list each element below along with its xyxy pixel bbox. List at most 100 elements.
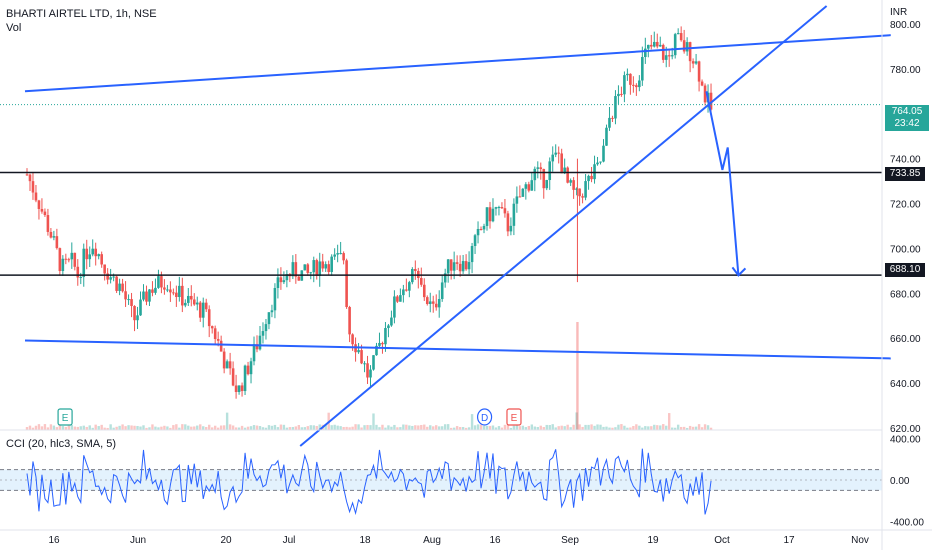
volume-bar — [557, 426, 560, 430]
volume-bar — [656, 425, 659, 430]
candle-body — [246, 365, 250, 375]
volume-bar — [181, 424, 184, 430]
volume-bar — [202, 426, 205, 430]
candle-body — [524, 184, 528, 189]
candle-body — [703, 85, 707, 103]
candle-body — [399, 295, 402, 302]
candle-body — [363, 363, 366, 365]
candle-body — [635, 85, 638, 88]
volume-bar — [193, 426, 196, 430]
volume-bar — [706, 425, 710, 430]
cci-line — [26, 448, 712, 516]
candle-body — [533, 168, 537, 181]
trendline[interactable] — [24, 339, 891, 360]
candle-body — [390, 317, 393, 326]
candle-body — [228, 361, 232, 369]
candle-body — [617, 93, 620, 97]
candle-body — [670, 55, 674, 57]
volume-bar — [679, 426, 683, 430]
price-tick-label: 640.00 — [890, 379, 921, 390]
volume-bar — [121, 424, 124, 430]
candle-body — [336, 253, 339, 255]
volume-bar — [476, 424, 480, 430]
volume-bar — [43, 424, 47, 430]
candle-body — [154, 287, 157, 293]
candle-body — [443, 273, 447, 283]
candle-body — [530, 180, 534, 191]
volume-bar — [694, 426, 698, 430]
candle-body — [545, 180, 549, 189]
volume-bar — [521, 425, 525, 430]
candle-body — [458, 263, 462, 272]
volume-bar — [602, 426, 605, 430]
candle-body — [148, 289, 151, 302]
volume-bar — [703, 424, 707, 430]
trendline[interactable] — [299, 5, 828, 447]
time-tick-label: 16 — [48, 535, 60, 546]
volume-bar — [366, 424, 369, 430]
volume-bar — [411, 425, 414, 430]
volume-bar — [578, 424, 581, 430]
candle-body — [342, 253, 345, 261]
volume-bar — [76, 426, 79, 430]
candle-body — [270, 310, 274, 313]
candle-body — [632, 84, 635, 86]
volume-bar — [67, 424, 71, 430]
candle-body — [452, 262, 456, 271]
volume-bar — [449, 427, 453, 430]
event-marker[interactable] — [506, 408, 522, 426]
volume-bar — [455, 426, 459, 430]
projection-arrowhead — [731, 266, 747, 277]
volume-bar — [205, 427, 208, 430]
candle-body — [593, 164, 596, 180]
candle-body — [124, 291, 127, 300]
candle-body — [31, 181, 35, 193]
candle-body — [187, 295, 190, 303]
candle-body — [661, 44, 665, 60]
candle-body — [189, 295, 193, 300]
trendline[interactable] — [24, 34, 891, 93]
candle-body — [470, 246, 474, 263]
volume-bar — [378, 427, 381, 430]
event-marker[interactable] — [476, 408, 493, 426]
price-tick-label: 720.00 — [890, 200, 921, 211]
volume-bar — [360, 427, 363, 430]
candle-body — [512, 203, 516, 226]
candle-body — [73, 252, 77, 267]
last-price-tag: 764.05 23:42 — [885, 105, 929, 131]
volume-bar — [94, 424, 97, 430]
candle-body — [225, 361, 229, 369]
candle-body — [542, 169, 546, 189]
volume-bar — [381, 424, 384, 430]
volume-bar — [255, 425, 259, 430]
candle-body — [175, 292, 178, 297]
candle-body — [28, 174, 32, 182]
volume-bar — [384, 427, 387, 430]
candle-body — [345, 260, 348, 308]
volume-bar — [228, 424, 232, 430]
volume-bar — [554, 427, 557, 430]
price-tick-label: 800.00 — [890, 20, 921, 31]
candle-body — [599, 161, 602, 163]
volume-bar — [318, 424, 321, 430]
volume-bar — [497, 426, 501, 430]
projection-path[interactable] — [705, 91, 740, 276]
volume-bar — [506, 424, 510, 430]
candle-body — [563, 167, 566, 174]
event-marker[interactable] — [57, 408, 73, 426]
candle-body — [37, 200, 41, 209]
candle-body — [264, 324, 268, 332]
volume-bar — [139, 426, 142, 430]
volume-bar — [339, 426, 342, 430]
candle-body — [166, 289, 169, 291]
volume-bar — [375, 424, 378, 430]
volume-bar — [647, 426, 650, 430]
volume-bar — [145, 427, 148, 430]
volume-bar — [199, 424, 202, 430]
candle-body — [419, 278, 423, 285]
volume-bar — [596, 424, 599, 430]
volume-bar — [491, 425, 495, 430]
volume-bar — [222, 425, 226, 430]
volume-bar — [103, 427, 106, 430]
